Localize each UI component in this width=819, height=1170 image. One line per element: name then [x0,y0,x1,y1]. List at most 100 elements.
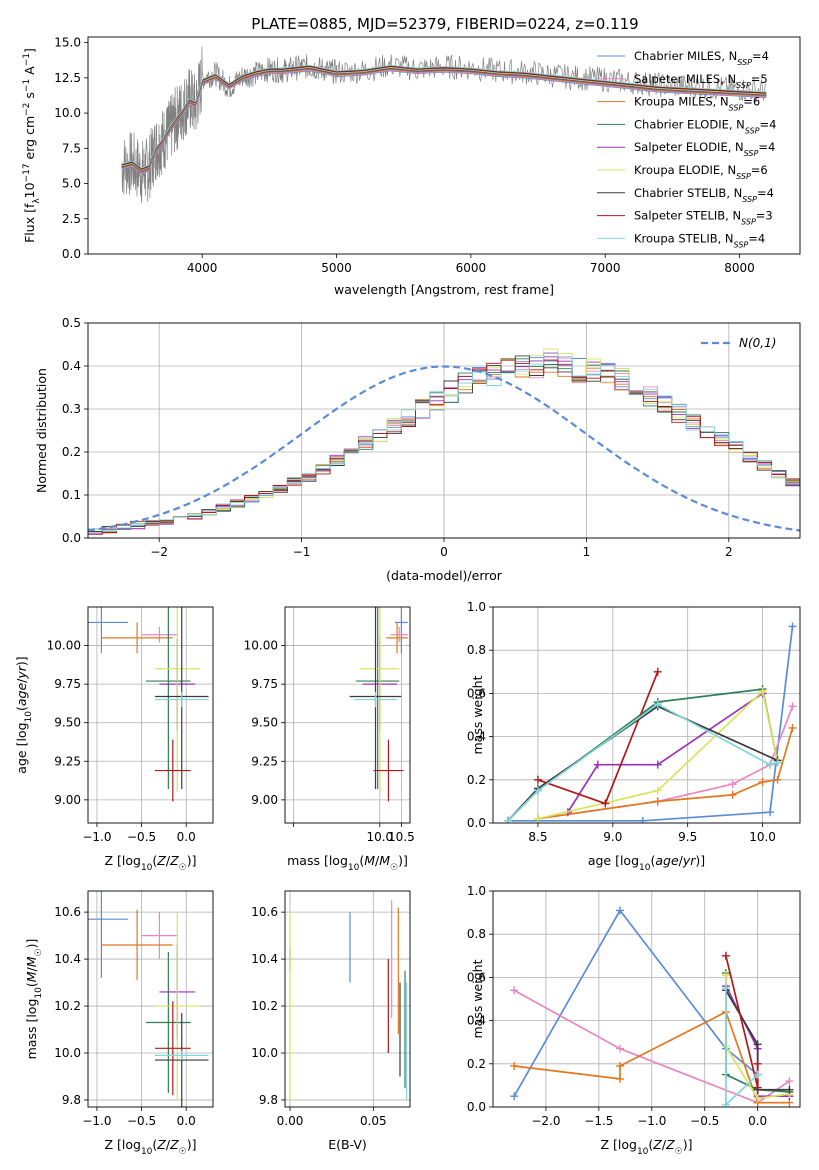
residual-histogram-step [88,348,800,530]
weight-marker [728,790,737,799]
panel-mass_vs_EBV: 0.00 0.05 9.8 10.0 10.2 10.4 10.6 E(B-V) [251,890,411,1152]
x-tick-label: 8000 [724,261,755,275]
x-tick-label: 5000 [321,261,352,275]
weight-marker [638,816,647,823]
x-axis-label: mass [log10(M/M☉)] [287,853,408,873]
y-tick-label: 7.5 [62,141,81,155]
weight-line [725,955,759,1088]
errorbar-point [141,627,178,643]
legend-entry: Chabrier MILES, NSSP=4 [634,49,769,67]
y-tick-label: 0.8 [467,643,486,657]
weight-series [503,700,782,823]
errorbar-point [88,607,129,654]
x-axis-label: wavelength [Angstrom, rest frame] [334,282,554,297]
y-tick-label: 10.0 [251,1046,278,1060]
errorbar-point [154,691,209,708]
y-tick-label: 0.4 [62,359,81,373]
errorbar-point [154,1001,191,1096]
panel-spectrum: 4000 5000 6000 7000 8000 0.0 2.5 5.0 7.5 10.0 12.5… [22,36,801,297]
weight-marker [753,1083,762,1092]
weight-marker [503,816,512,823]
x-tick-label: 0.0 [748,1114,767,1128]
x-tick-label: 4000 [187,261,218,275]
weight-marker [785,1085,794,1094]
y-tick-label: 10.2 [251,999,278,1013]
x-tick-label: 9.0 [603,830,622,844]
weight-marker [593,760,602,769]
x-tick-label: −2 [150,545,168,559]
y-tick-label: 0.6 [467,970,486,984]
legend-entry: Salpeter MILES, NSSP=5 [634,72,768,90]
y-tick-label: 12.5 [54,71,81,85]
axes-frame [284,890,411,1108]
weight-line [508,626,794,822]
x-tick-label: 9.5 [678,830,697,844]
axes-frame [87,36,801,255]
panel-residuals: −2 −1 0 1 2 0.0 0.1 0.2 0.3 0.4 0.5 (data-model)/er… [34,316,801,583]
weight-series [510,1007,794,1107]
weight-series [510,906,762,1101]
y-tick-label: 10.6 [54,905,81,919]
y-tick-label: 0.6 [467,686,486,700]
weight-marker [773,775,782,784]
residual-histogram-step [88,357,800,533]
x-axis-label: E(B-V) [328,1137,367,1152]
errorbar-point [154,739,191,802]
errorbar-point [88,891,129,978]
errorbar-point [146,952,191,1093]
weight-marker [653,760,662,769]
x-tick-label: 0.0 [177,1114,196,1128]
axes-frame [492,890,801,1108]
weight-marker [788,723,797,732]
weight-marker [721,971,730,980]
y-tick-label: 9.50 [54,716,81,730]
weight-marker [616,1061,625,1070]
errorbar-point [101,909,173,981]
y-tick-label: 0.0 [467,816,486,830]
weight-marker [753,1070,762,1079]
x-tick-label: 0.05 [360,1114,387,1128]
x-tick-label: −2.0 [531,1114,560,1128]
legend-entry: Kroupa ELODIE, NSSP=6 [634,163,768,181]
y-tick-label: 9.8 [62,1093,81,1107]
model-spectrum-line [121,64,767,169]
y-tick-label: 0.5 [62,316,81,330]
panel-age_vs_mass: 10.010.5 9.00 9.25 9.50 9.75 10.00 mass [log10… [244,606,415,873]
axes-frame [87,606,214,824]
weight-marker [533,814,542,823]
weight-series [721,984,762,1107]
y-tick-label: 10.4 [54,952,81,966]
x-tick-label: 10.0 [366,830,393,844]
y-tick-label: 0.1 [62,488,81,502]
y-tick-label: 0.4 [467,730,486,744]
y-tick-label: 0.2 [62,445,81,459]
residual-histogram-step [88,356,800,535]
x-tick-label: −0.5 [127,1114,156,1128]
weight-line [513,989,790,1104]
y-tick-label: 9.00 [54,793,81,807]
x-tick-label: −1.0 [637,1114,666,1128]
weight-marker [753,1040,762,1049]
y-tick-label: 10.00 [244,639,278,653]
y-tick-label: 10.0 [54,106,81,120]
panel-weight_vs_age: 8.5 9.0 9.5 10.0 0.0 0.2 0.4 0.6 0.8 1.0 age [log1… [467,600,801,873]
y-tick-label: 5.0 [62,177,81,191]
gaussian-curve [88,365,800,532]
panel-mass_vs_Z: −1.0 −0.5 0.0 9.8 10.0 10.2 10.4 10.6 Z [log10(Z… [24,890,214,1157]
x-tick-label: 0.0 [177,830,196,844]
residual-histogram-step [88,355,800,532]
weight-marker [616,1074,625,1083]
weight-marker [510,986,519,995]
y-tick-label: 0.2 [467,1057,486,1071]
weight-line [537,671,659,805]
weight-line [514,1010,790,1104]
axes-frame [492,606,801,824]
x-axis-label: age [log10(age/yr)] [588,853,705,873]
weight-marker [788,702,797,711]
y-axis-label: mass weight [470,675,485,754]
weight-marker [721,1100,730,1107]
y-tick-label: 0.0 [62,531,81,545]
x-tick-label: −1.0 [82,830,111,844]
errorbar-point [360,607,400,793]
